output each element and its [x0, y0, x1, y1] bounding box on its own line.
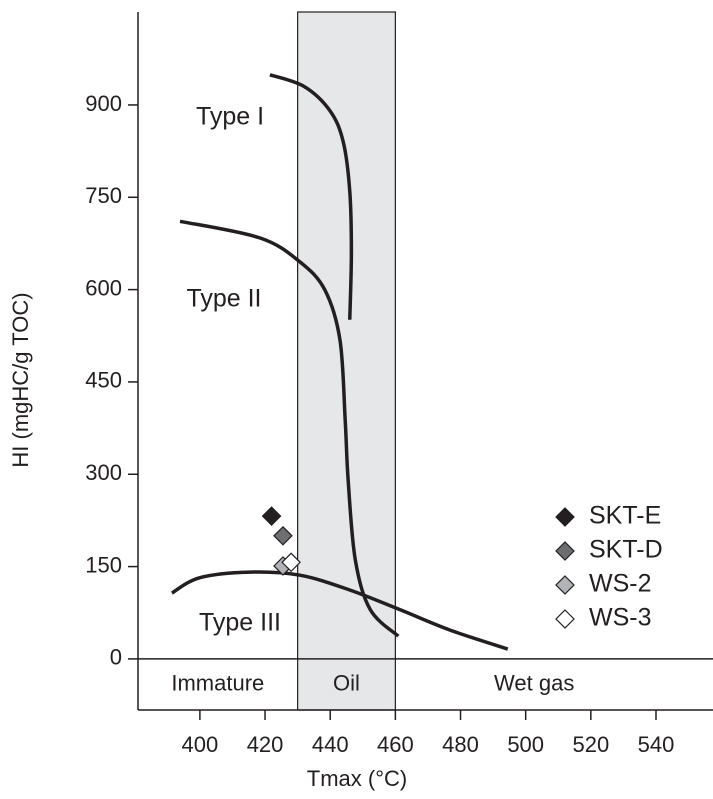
zone-label: Immature: [171, 670, 264, 695]
y-tick-label: 900: [85, 91, 122, 116]
legend-label: SKT-D: [589, 536, 663, 564]
x-tick-label: 520: [572, 732, 609, 757]
legend-label: WS-3: [589, 604, 652, 632]
y-tick-label: 150: [85, 552, 122, 577]
kerogen-curve: [179, 219, 400, 638]
x-tick-label: 500: [507, 732, 544, 757]
y-axis-title: HI (mgHC/g TOC): [8, 292, 33, 467]
zone-label: Wet gas: [494, 670, 574, 695]
legend-label: WS-2: [589, 570, 652, 598]
oil-zone: [297, 11, 396, 711]
x-tick-label: 460: [377, 732, 414, 757]
legend-marker: [555, 507, 575, 527]
y-tick-label: 750: [85, 183, 122, 208]
data-point: [281, 552, 301, 573]
kerogen-curve: [170, 570, 509, 651]
kerogen-curve: [269, 73, 354, 320]
x-tick-label: 540: [638, 732, 675, 757]
x-tick-label: 440: [312, 732, 349, 757]
curve-label: Type II: [186, 285, 261, 313]
legend-marker: [555, 609, 575, 629]
x-tick-label: 420: [247, 732, 284, 757]
data-point: [273, 525, 293, 546]
legend-marker: [555, 541, 575, 561]
y-tick-label: 300: [85, 460, 122, 485]
y-tick-label: 600: [85, 275, 122, 300]
x-tick-label: 480: [442, 732, 479, 757]
curve-label: Type I: [196, 103, 264, 131]
data-point: [261, 506, 282, 526]
x-axis-title: Tmax (°C): [307, 766, 407, 791]
y-tick-label: 0: [110, 645, 122, 670]
zone-label: Oil: [333, 670, 360, 695]
curve-label: Type III: [199, 609, 281, 637]
y-tick-label: 450: [85, 368, 122, 393]
x-tick-label: 400: [182, 732, 219, 757]
legend-label: SKT-E: [589, 502, 661, 530]
legend-marker: [555, 575, 575, 595]
